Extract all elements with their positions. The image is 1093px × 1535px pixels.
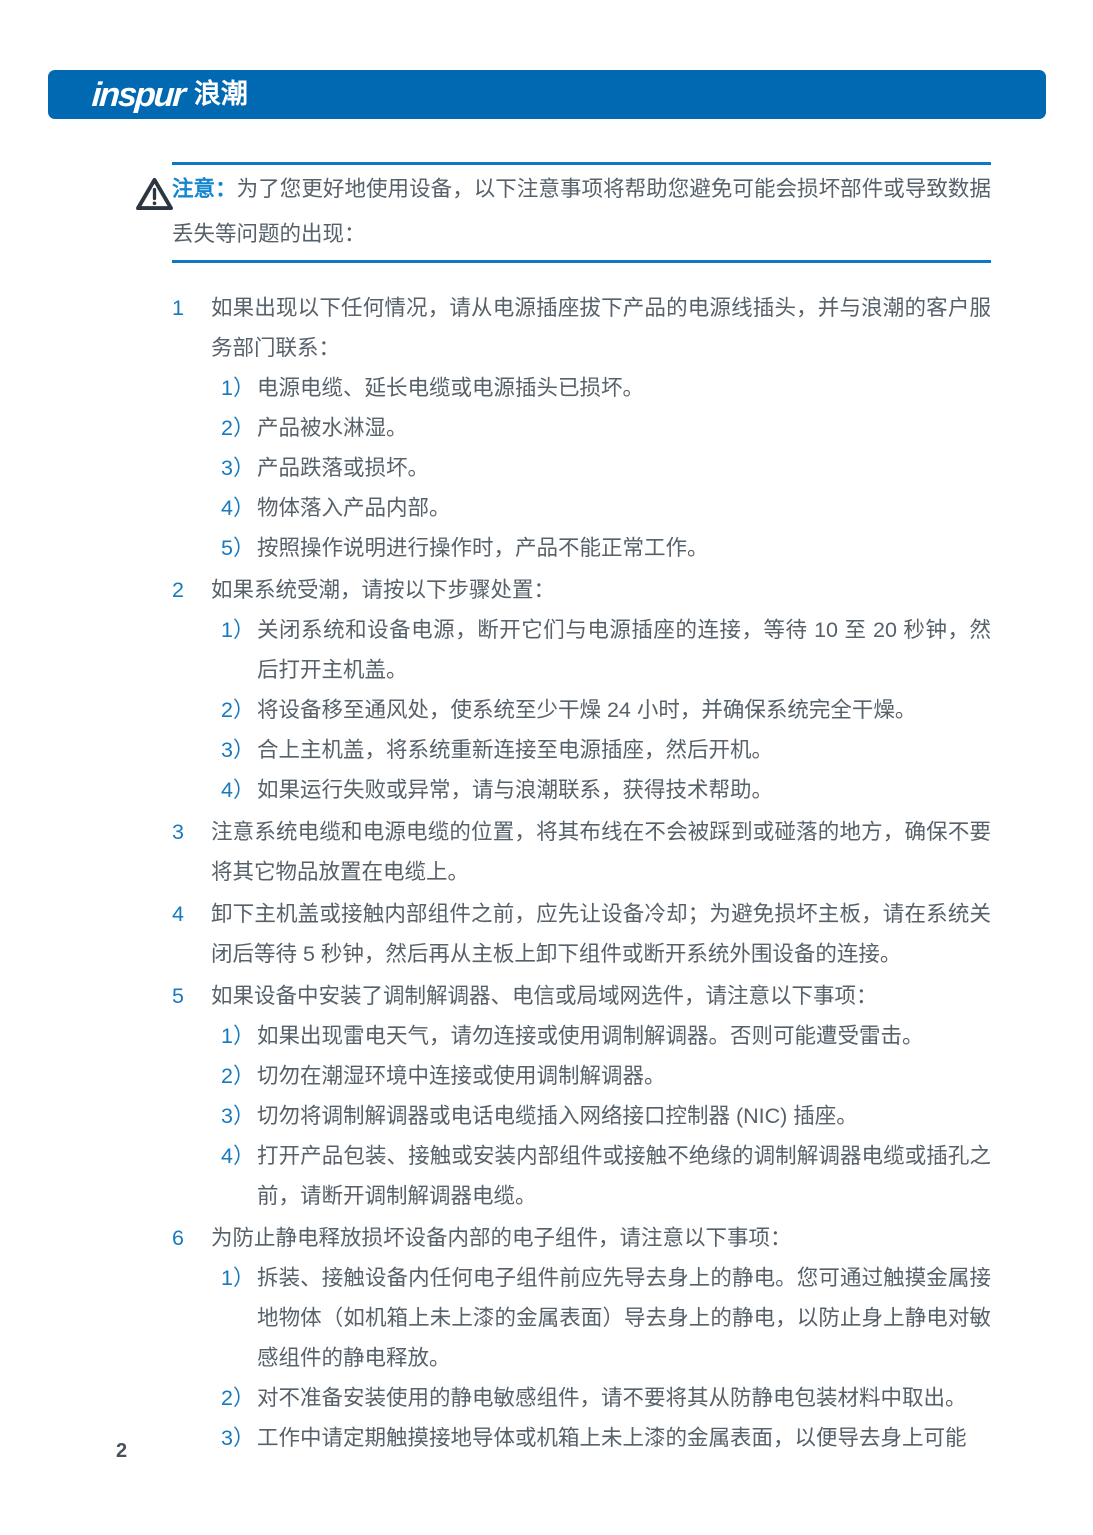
item-text: 如果系统受潮，请按以下步骤处置： [211, 578, 556, 602]
safety-list: 1 如果出现以下任何情况，请从电源插座拔下产品的电源线插头，并与浪潮的客户服务部… [172, 288, 991, 1460]
sub-item-number: 3） [221, 1104, 255, 1128]
logo-latin-text: inspur [90, 75, 186, 114]
sub-item: 3） 工作中请定期触摸接地导体或机箱上未上漆的金属表面，以便导去身上可能 [211, 1418, 991, 1458]
header-bar: inspur 浪潮 [48, 70, 1046, 119]
sub-item-text: 按照操作说明进行操作时，产品不能正常工作。 [257, 536, 709, 560]
list-item: 6 为防止静电释放损坏设备内部的电子组件，请注意以下事项： 1） 拆装、接触设备… [172, 1218, 991, 1458]
list-item: 5 如果设备中安装了调制解调器、电信或局域网选件，请注意以下事项： 1） 如果出… [172, 976, 991, 1216]
sub-item-text: 合上主机盖，将系统重新连接至电源插座，然后开机。 [257, 738, 774, 762]
sub-item-number: 1） [221, 1266, 255, 1290]
sub-item: 5） 按照操作说明进行操作时，产品不能正常工作。 [211, 528, 991, 568]
sub-item-number: 1） [221, 1024, 255, 1048]
sub-item-number: 4） [221, 778, 255, 802]
list-item: 2 如果系统受潮，请按以下步骤处置： 1） 关闭系统和设备电源，断开它们与电源插… [172, 570, 991, 810]
item-number: 5 [172, 984, 184, 1008]
item-number: 3 [172, 820, 184, 844]
sub-item-number: 4） [221, 1144, 255, 1168]
sub-item-number: 2） [221, 1064, 255, 1088]
sub-item-number: 3） [221, 738, 255, 762]
item-number: 6 [172, 1226, 184, 1250]
sub-item: 2） 产品被水淋湿。 [211, 408, 991, 448]
item-text: 卸下主机盖或接触内部组件之前，应先让设备冷却；为避免损坏主板，请在系统关闭后等待… [211, 902, 991, 966]
sub-item-text: 拆装、接触设备内任何电子组件前应先导去身上的静电。您可通过触摸金属接地物体（如机… [257, 1266, 991, 1370]
sub-item-text: 物体落入产品内部。 [257, 496, 451, 520]
item-text: 为防止静电释放损坏设备内部的电子组件，请注意以下事项： [211, 1226, 792, 1250]
list-item: 3 注意系统电缆和电源电缆的位置，将其布线在不会被踩到或碰落的地方，确保不要将其… [172, 812, 991, 892]
sub-item: 3） 产品跌落或损坏。 [211, 448, 991, 488]
sub-item: 2） 对不准备安装使用的静电敏感组件，请不要将其从防静电包装材料中取出。 [211, 1378, 991, 1418]
sub-item-text: 切勿在潮湿环境中连接或使用调制解调器。 [257, 1064, 666, 1088]
sub-item: 4） 物体落入产品内部。 [211, 488, 991, 528]
page-number: 2 [116, 1440, 128, 1462]
item-number: 2 [172, 578, 184, 602]
sub-item-text: 产品被水淋湿。 [257, 416, 408, 440]
sub-item: 1） 关闭系统和设备电源，断开它们与电源插座的连接，等待 10 至 20 秒钟，… [211, 610, 991, 690]
sub-item-text: 如果出现雷电天气，请勿连接或使用调制解调器。否则可能遭受雷击。 [257, 1024, 924, 1048]
sub-item-number: 4） [221, 496, 255, 520]
sub-item: 3） 切勿将调制解调器或电话电缆插入网络接口控制器 (NIC) 插座。 [211, 1096, 991, 1136]
sub-item: 2） 将设备移至通风处，使系统至少干燥 24 小时，并确保系统完全干燥。 [211, 690, 991, 730]
sub-item-text: 打开产品包装、接触或安装内部组件或接触不绝缘的调制解调器电缆或插孔之前，请断开调… [257, 1144, 991, 1208]
warning-triangle-icon [135, 176, 174, 212]
sub-item-text: 对不准备安装使用的静电敏感组件，请不要将其从防静电包装材料中取出。 [257, 1386, 967, 1410]
item-text: 如果设备中安装了调制解调器、电信或局域网选件，请注意以下事项： [211, 984, 878, 1008]
item-number: 1 [172, 296, 184, 320]
sub-item-text: 产品跌落或损坏。 [257, 456, 430, 480]
item-number: 4 [172, 902, 184, 926]
sub-item: 1） 如果出现雷电天气，请勿连接或使用调制解调器。否则可能遭受雷击。 [211, 1016, 991, 1056]
sub-item-number: 2） [221, 1386, 255, 1410]
sub-item-text: 切勿将调制解调器或电话电缆插入网络接口控制器 (NIC) 插座。 [257, 1104, 858, 1128]
notice-block: 注意：为了您更好地使用设备，以下注意事项将帮助您避免可能会损坏部件或导致数据丢失… [136, 162, 991, 263]
sub-item-number: 1） [221, 376, 255, 400]
sub-item-number: 2） [221, 698, 255, 722]
sub-item: 4） 如果运行失败或异常，请与浪潮联系，获得技术帮助。 [211, 770, 991, 810]
sub-item-number: 3） [221, 1426, 255, 1450]
sub-item-text: 工作中请定期触摸接地导体或机箱上未上漆的金属表面，以便导去身上可能 [257, 1426, 967, 1450]
sub-item: 4） 打开产品包装、接触或安装内部组件或接触不绝缘的调制解调器电缆或插孔之前，请… [211, 1136, 991, 1216]
sub-item-number: 3） [221, 456, 255, 480]
item-text: 注意系统电缆和电源电缆的位置，将其布线在不会被踩到或碰落的地方，确保不要将其它物… [211, 820, 991, 884]
sub-item-number: 5） [221, 536, 255, 560]
notice-text: 为了您更好地使用设备，以下注意事项将帮助您避免可能会损坏部件或导致数据丢失等问题… [172, 177, 991, 246]
item-text: 如果出现以下任何情况，请从电源插座拔下产品的电源线插头，并与浪潮的客户服务部门联… [211, 296, 991, 360]
sub-item-text: 将设备移至通风处，使系统至少干燥 24 小时，并确保系统完全干燥。 [257, 698, 917, 722]
sub-item-text: 电源电缆、延长电缆或电源插头已损坏。 [257, 376, 645, 400]
sub-item: 1） 拆装、接触设备内任何电子组件前应先导去身上的静电。您可通过触摸金属接地物体… [211, 1258, 991, 1378]
sub-item-number: 2） [221, 416, 255, 440]
sub-item: 3） 合上主机盖，将系统重新连接至电源插座，然后开机。 [211, 730, 991, 770]
inspur-logo: inspur 浪潮 [90, 75, 248, 114]
sub-item: 2） 切勿在潮湿环境中连接或使用调制解调器。 [211, 1056, 991, 1096]
sub-item-text: 关闭系统和设备电源，断开它们与电源插座的连接，等待 10 至 20 秒钟，然后打… [257, 618, 991, 682]
sub-item-number: 1） [221, 618, 255, 642]
list-item: 4 卸下主机盖或接触内部组件之前，应先让设备冷却；为避免损坏主板，请在系统关闭后… [172, 894, 991, 974]
logo-cjk-text: 浪潮 [193, 79, 248, 109]
sub-item-text: 如果运行失败或异常，请与浪潮联系，获得技术帮助。 [257, 778, 774, 802]
sub-item: 1） 电源电缆、延长电缆或电源插头已损坏。 [211, 368, 991, 408]
notice-label: 注意： [172, 177, 237, 201]
list-item: 1 如果出现以下任何情况，请从电源插座拔下产品的电源线插头，并与浪潮的客户服务部… [172, 288, 991, 568]
